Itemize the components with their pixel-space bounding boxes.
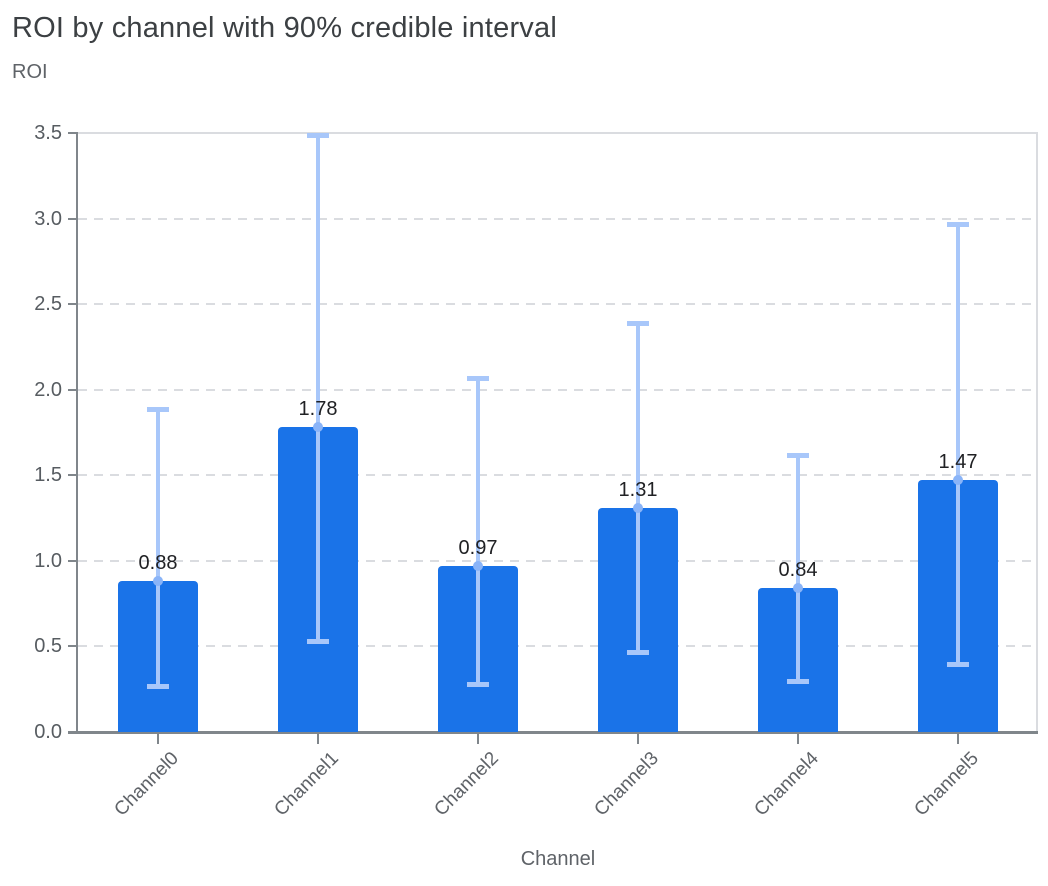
y-tick-label: 1.0 <box>34 549 62 572</box>
y-tick-mark <box>68 217 78 220</box>
x-tick-mark <box>957 734 959 744</box>
x-tick-mark <box>637 734 639 744</box>
x-tick-mark <box>317 734 319 744</box>
mean-marker-dot <box>473 560 483 571</box>
x-tick-mark <box>797 734 799 744</box>
y-axis-title: ROI <box>12 61 48 83</box>
gridline <box>78 474 1038 477</box>
plot-border-right <box>1036 133 1038 732</box>
error-bar-line <box>796 454 800 681</box>
y-tick-label: 0.0 <box>34 721 62 743</box>
error-bar-line <box>316 134 320 642</box>
mean-marker-dot <box>633 502 643 513</box>
error-bar-cap-top <box>147 406 169 412</box>
error-bar-cap-top <box>467 375 489 381</box>
error-bar-line <box>636 322 640 652</box>
gridline <box>78 645 1038 648</box>
x-axis-title: Channel <box>520 848 596 870</box>
y-tick-mark <box>68 132 78 134</box>
gridline <box>78 217 1038 220</box>
error-bar-cap-bottom <box>787 678 809 684</box>
mean-marker-dot <box>153 576 163 587</box>
mean-marker-dot <box>313 422 323 433</box>
value-label: 1.78 <box>298 398 338 421</box>
y-tick-label: 2.0 <box>34 378 62 401</box>
x-tick-mark <box>477 734 479 744</box>
y-tick-label: 3.0 <box>34 207 62 230</box>
gridline <box>78 388 1038 391</box>
gridline <box>78 303 1038 306</box>
plot-border-top <box>78 132 1038 134</box>
error-bar-cap-top <box>307 132 329 138</box>
chart-title: ROI by channel with 90% credible interva… <box>12 12 557 44</box>
error-bar-line <box>956 223 960 664</box>
value-label: 0.88 <box>138 552 178 575</box>
value-label: 0.97 <box>458 536 498 559</box>
x-tick-mark <box>157 734 159 744</box>
error-bar-cap-top <box>947 221 969 227</box>
gridline <box>78 559 1038 562</box>
y-axis-line <box>76 133 78 732</box>
error-bar-line <box>156 408 160 686</box>
error-bar-cap-bottom <box>307 639 329 645</box>
mean-marker-dot <box>953 475 963 486</box>
y-tick-mark <box>68 645 78 648</box>
error-bar-cap-top <box>627 320 649 326</box>
value-label: 1.31 <box>618 478 658 501</box>
error-bar-cap-bottom <box>467 682 489 688</box>
value-label: 1.47 <box>938 451 978 474</box>
error-bar-cap-bottom <box>147 683 169 689</box>
error-bar-cap-bottom <box>627 649 649 655</box>
y-tick-mark <box>68 559 78 562</box>
error-bar-cap-top <box>787 452 809 458</box>
y-tick-mark <box>68 388 78 391</box>
mean-marker-dot <box>793 583 803 594</box>
error-bar-line <box>476 377 480 685</box>
value-label: 0.84 <box>778 559 818 582</box>
x-axis-line <box>68 731 1038 734</box>
y-tick-label: 0.5 <box>34 635 62 658</box>
y-tick-label: 2.5 <box>34 293 62 316</box>
y-tick-label: 3.5 <box>34 122 62 144</box>
y-tick-label: 1.5 <box>34 464 62 487</box>
y-tick-mark <box>68 474 78 477</box>
y-tick-mark <box>68 303 78 306</box>
error-bar-cap-bottom <box>947 661 969 667</box>
